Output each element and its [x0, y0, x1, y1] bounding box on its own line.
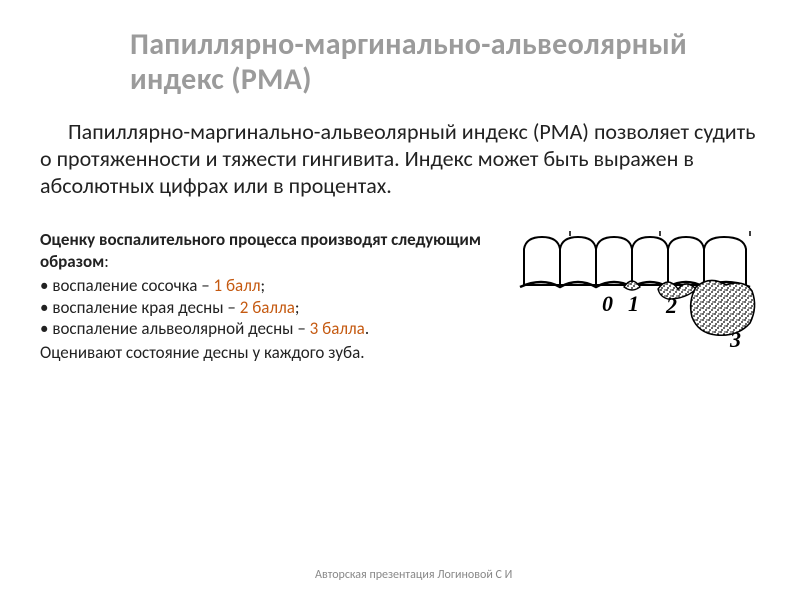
assessment-block: Оценку воспалительного процесса производ… — [40, 229, 492, 364]
footer-credit: Авторская презентация Логиновой С И — [315, 568, 512, 582]
inflammation-alveolar — [691, 281, 755, 336]
teeth-diagram-svg: 0 1 2 3 — [510, 229, 760, 349]
slide: Папиллярно-маргинально-альвеолярный инде… — [0, 0, 800, 600]
item-label: воспаление альвеолярной десны – — [52, 318, 309, 339]
semicolon: ; — [261, 275, 266, 296]
semicolon: ; — [295, 297, 300, 318]
list-item: воспаление края десны – 2 балла; — [40, 297, 492, 319]
label-1: 1 — [628, 291, 639, 316]
colon: : — [104, 251, 109, 272]
teeth-diagram: 0 1 2 3 — [510, 229, 760, 354]
list-item: воспаление сосочка – 1 балл; — [40, 275, 492, 297]
label-2: 2 — [665, 293, 677, 318]
item-score: 2 балла — [240, 297, 295, 318]
item-label: воспаление края десны – — [52, 297, 239, 318]
assessment-list: воспаление сосочка – 1 балл; воспаление … — [40, 275, 492, 340]
list-item: воспаление альвеолярной десны – 3 балла. — [40, 318, 492, 340]
label-0: 0 — [602, 291, 613, 316]
item-score: 1 балл — [214, 275, 261, 296]
period: . — [365, 318, 369, 339]
item-label: воспаление сосочка – — [52, 275, 213, 296]
slide-title: Папиллярно-маргинально-альвеолярный инде… — [130, 28, 760, 97]
content-row: Оценку воспалительного процесса производ… — [40, 229, 760, 364]
item-score: 3 балла — [310, 318, 365, 339]
teeth-group — [524, 237, 746, 285]
label-3: 3 — [729, 327, 741, 349]
intro-paragraph: Папиллярно-маргинально-альвеолярный инде… — [40, 119, 760, 199]
assessment-after: Оценивают состояние десны у каждого зуба… — [40, 342, 492, 364]
top-ticks — [570, 231, 750, 236]
